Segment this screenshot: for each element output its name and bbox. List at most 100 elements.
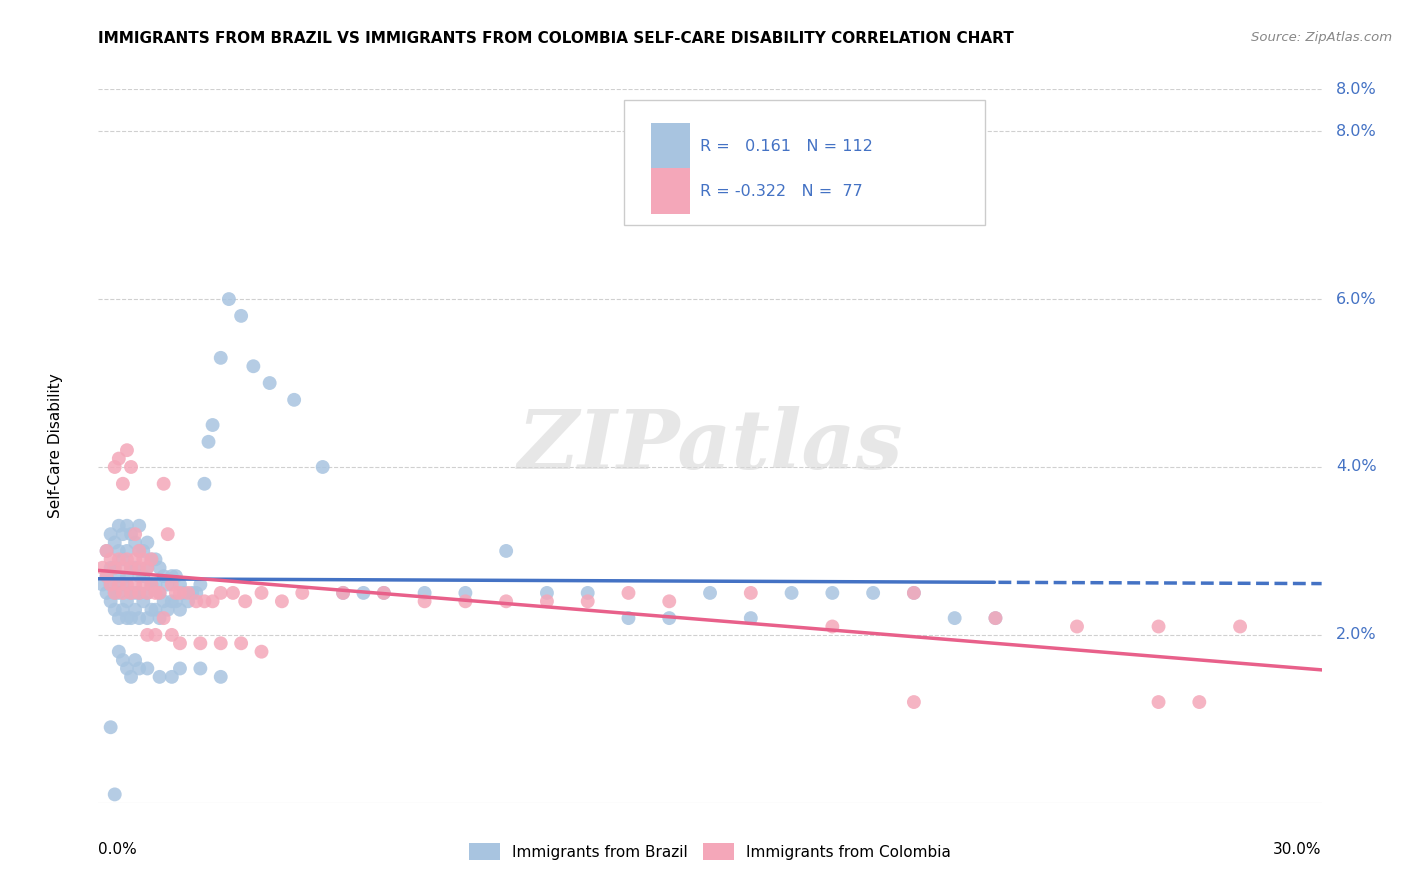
Point xyxy=(242,359,264,374)
Point xyxy=(141,603,163,617)
Point xyxy=(536,594,558,608)
Point xyxy=(111,527,134,541)
Point xyxy=(120,560,142,574)
Point xyxy=(136,586,159,600)
Point xyxy=(124,603,146,617)
Point xyxy=(1147,619,1170,633)
Point xyxy=(165,569,187,583)
Point xyxy=(124,653,146,667)
Point xyxy=(100,560,122,574)
Point xyxy=(96,544,118,558)
Legend: Immigrants from Brazil, Immigrants from Colombia: Immigrants from Brazil, Immigrants from … xyxy=(463,837,957,866)
Point xyxy=(209,351,232,365)
Point xyxy=(152,611,174,625)
Point xyxy=(115,661,138,675)
Point xyxy=(152,594,174,608)
Point xyxy=(250,645,273,659)
Point xyxy=(454,586,477,600)
Point xyxy=(115,577,138,591)
Point xyxy=(201,417,224,432)
Point xyxy=(209,636,232,650)
Point xyxy=(152,476,174,491)
Point xyxy=(91,560,114,574)
Point xyxy=(115,569,138,583)
Point xyxy=(160,628,183,642)
Point xyxy=(495,544,517,558)
Point xyxy=(120,586,142,600)
Point xyxy=(209,586,232,600)
Point xyxy=(100,527,122,541)
Point xyxy=(169,636,191,650)
Point xyxy=(658,594,681,608)
Point xyxy=(413,594,436,608)
Point xyxy=(617,586,640,600)
Point xyxy=(111,653,134,667)
Point xyxy=(104,586,127,600)
Point xyxy=(145,628,167,642)
Point xyxy=(821,586,844,600)
Point xyxy=(156,603,179,617)
Point xyxy=(231,309,253,323)
Point xyxy=(128,569,150,583)
FancyBboxPatch shape xyxy=(651,168,690,214)
Point xyxy=(188,661,212,675)
Point xyxy=(136,611,159,625)
Point xyxy=(1229,619,1251,633)
Point xyxy=(862,586,884,600)
Point xyxy=(173,586,195,600)
Point xyxy=(141,552,163,566)
Point xyxy=(145,586,167,600)
Point xyxy=(128,586,150,600)
Point xyxy=(96,569,118,583)
Point xyxy=(111,560,134,574)
Point xyxy=(124,586,146,600)
Point xyxy=(188,636,212,650)
Point xyxy=(141,552,163,566)
Point xyxy=(128,560,150,574)
Point xyxy=(332,586,354,600)
Point xyxy=(576,594,599,608)
Text: 4.0%: 4.0% xyxy=(1336,459,1376,475)
Point xyxy=(96,544,118,558)
Point xyxy=(209,670,232,684)
Point xyxy=(177,586,200,600)
Point xyxy=(984,611,1007,625)
Point xyxy=(165,586,187,600)
Point xyxy=(740,611,762,625)
Point xyxy=(136,560,159,574)
Point xyxy=(903,695,925,709)
Point xyxy=(104,560,127,574)
Point xyxy=(120,527,142,541)
Point xyxy=(136,586,159,600)
Point xyxy=(136,560,159,574)
Text: R =   0.161   N = 112: R = 0.161 N = 112 xyxy=(700,139,873,153)
Point xyxy=(943,611,966,625)
Point xyxy=(250,586,273,600)
Point xyxy=(169,661,191,675)
Point xyxy=(373,586,395,600)
Point xyxy=(536,586,558,600)
Point xyxy=(128,586,150,600)
Point xyxy=(124,552,146,566)
Text: R = -0.322   N =  77: R = -0.322 N = 77 xyxy=(700,184,863,199)
Text: 8.0%: 8.0% xyxy=(1336,82,1376,96)
Point xyxy=(145,552,167,566)
Point xyxy=(169,577,191,591)
Text: 6.0%: 6.0% xyxy=(1336,292,1376,307)
Point xyxy=(149,586,172,600)
Point xyxy=(104,788,127,802)
Text: ZIPatlas: ZIPatlas xyxy=(517,406,903,486)
Point xyxy=(111,603,134,617)
Point xyxy=(259,376,281,390)
Point xyxy=(96,569,118,583)
Point xyxy=(177,594,200,608)
Point xyxy=(903,586,925,600)
Point xyxy=(165,594,187,608)
Point xyxy=(100,594,122,608)
Point xyxy=(145,577,167,591)
Point xyxy=(128,544,150,558)
Point xyxy=(128,518,150,533)
Point xyxy=(108,544,131,558)
Point xyxy=(169,603,191,617)
Point xyxy=(111,552,134,566)
